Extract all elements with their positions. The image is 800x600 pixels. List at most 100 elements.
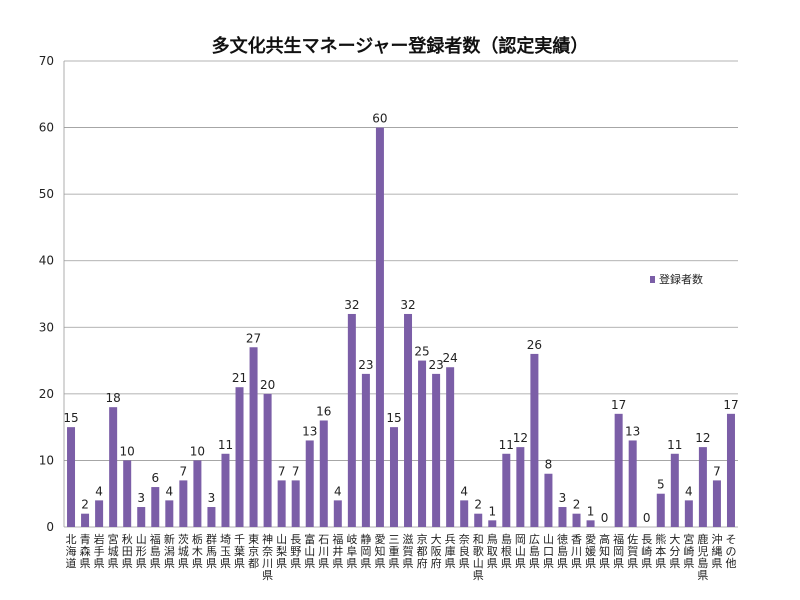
data-label: 5	[657, 478, 665, 492]
bar	[305, 440, 314, 527]
x-tick-label: 東京都	[248, 533, 259, 570]
chart-title: 多文化共生マネージャー登録者数（認定実績）	[212, 35, 589, 57]
x-tick-label: 京都府	[417, 532, 428, 570]
x-tick-label: 高知県	[599, 532, 610, 570]
data-label: 7	[713, 464, 721, 478]
bar	[460, 500, 469, 527]
x-tick-label: 三重県	[388, 533, 399, 570]
bar	[712, 480, 721, 527]
x-tick-label: 福島県	[150, 532, 161, 570]
data-label: 2	[573, 498, 581, 512]
data-label: 0	[643, 511, 651, 525]
bar	[726, 413, 735, 527]
x-tick-label: 大阪府	[431, 532, 442, 570]
x-tick-label: 栃木県	[192, 532, 203, 570]
x-tick-label: 山形県	[136, 533, 147, 570]
data-label: 11	[499, 438, 514, 452]
data-label: 0	[601, 511, 609, 525]
x-tick-label: 秋田県	[122, 532, 133, 570]
bar	[488, 520, 497, 527]
data-label: 2	[81, 498, 89, 512]
bar	[263, 393, 272, 527]
bar	[418, 360, 427, 527]
data-label: 18	[106, 391, 121, 405]
x-tick-label: 岐阜県	[346, 533, 357, 570]
x-tick-label: 長野県	[290, 533, 301, 570]
data-label: 11	[667, 438, 682, 452]
x-tick-label: 長崎県	[641, 533, 652, 570]
y-tick-label: 70	[39, 54, 54, 68]
bar	[614, 413, 623, 527]
data-label: 1	[587, 504, 595, 518]
bar	[235, 387, 244, 527]
x-tick-label: その他	[725, 533, 736, 570]
y-tick-label: 40	[39, 254, 54, 268]
x-tick-label: 宮崎県	[683, 532, 694, 570]
x-tick-label: 島根県	[501, 532, 512, 570]
bar	[404, 313, 413, 527]
data-label: 3	[137, 491, 145, 505]
data-label: 20	[260, 378, 275, 392]
bar	[446, 367, 455, 527]
gridlines	[64, 60, 738, 528]
data-label: 4	[165, 484, 173, 498]
x-tick-label: 大分県	[669, 532, 680, 570]
x-tick-label: 兵庫県	[445, 533, 456, 570]
data-label: 10	[190, 444, 205, 458]
data-label: 4	[685, 484, 693, 498]
data-label: 3	[559, 491, 567, 505]
y-tick-label: 0	[46, 520, 54, 534]
bar	[137, 507, 146, 527]
x-tick-label: 新潟県	[164, 532, 175, 570]
data-label: 17	[723, 398, 738, 412]
bar	[291, 480, 300, 527]
bar	[361, 373, 370, 527]
x-tick-label: 愛知県	[374, 533, 385, 570]
bar	[432, 373, 441, 527]
x-tick-label: 岡山県	[515, 533, 526, 570]
x-tick-label: 青森県	[80, 533, 91, 570]
x-tick-label: 石川県	[318, 533, 329, 570]
legend-label: 登録者数	[659, 272, 703, 286]
bar	[684, 500, 693, 527]
x-tick-label: 和歌山県	[473, 533, 484, 582]
data-label: 13	[302, 424, 317, 438]
bar	[319, 420, 328, 527]
bar	[572, 513, 581, 527]
bar	[698, 447, 707, 527]
bar	[502, 453, 511, 527]
data-label: 23	[358, 358, 373, 372]
x-tick-label: 徳島県	[557, 533, 568, 570]
x-tick-label: 宮城県	[108, 532, 119, 570]
data-label: 4	[460, 484, 468, 498]
data-label: 4	[95, 484, 103, 498]
bar	[656, 493, 665, 527]
bar	[389, 427, 398, 527]
x-tick-label: 愛媛県	[585, 533, 596, 570]
bar	[670, 453, 679, 527]
data-label: 7	[278, 464, 286, 478]
data-label: 4	[334, 484, 342, 498]
data-label: 27	[246, 331, 261, 345]
y-tick-label: 50	[39, 187, 54, 201]
data-label: 17	[611, 398, 626, 412]
data-label: 1	[488, 504, 496, 518]
y-tick-label: 30	[39, 320, 54, 334]
bar	[474, 513, 483, 527]
x-tick-label: 富山県	[304, 532, 315, 570]
data-label: 24	[443, 351, 458, 365]
bar	[586, 520, 595, 527]
data-label: 16	[316, 404, 331, 418]
x-tick-label: 神奈川県	[262, 532, 273, 582]
x-tick-label: 滋賀県	[403, 533, 414, 570]
x-tick-label: 香川県	[571, 533, 582, 570]
data-label: 32	[344, 298, 359, 312]
bar	[95, 500, 104, 527]
data-label: 12	[695, 431, 710, 445]
data-label: 13	[625, 424, 640, 438]
data-label: 21	[232, 371, 247, 385]
legend: 登録者数	[650, 272, 703, 286]
x-tick-label: 岩手県	[94, 532, 105, 570]
bar	[165, 500, 174, 527]
